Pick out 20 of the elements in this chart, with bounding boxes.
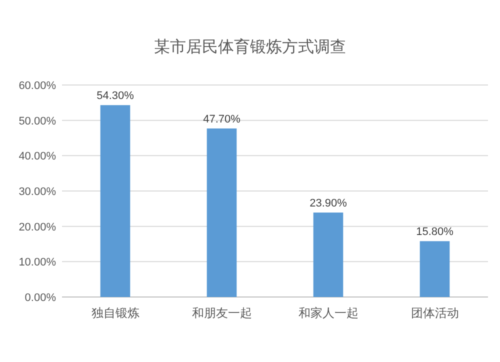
y-tick-label: 60.00%	[18, 80, 56, 92]
y-tick-label: 20.00%	[18, 221, 56, 234]
x-tick-label: 和家人一起	[298, 306, 358, 320]
y-tick-label: 10.00%	[18, 256, 56, 269]
data-label: 54.30%	[96, 90, 134, 102]
bar	[100, 105, 130, 297]
bar	[420, 241, 450, 297]
data-label: 15.80%	[416, 226, 454, 238]
bar	[206, 128, 237, 297]
y-tick-label: 30.00%	[18, 186, 56, 198]
data-label: 23.90%	[310, 198, 348, 210]
y-tick-label: 50.00%	[18, 115, 56, 128]
bar	[313, 212, 344, 297]
data-label: 47.70%	[203, 113, 241, 126]
y-tick-label: 0.00%	[24, 292, 56, 304]
x-tick-label: 和朋友一起	[192, 306, 252, 320]
y-tick-label: 40.00%	[18, 150, 56, 163]
x-tick-label: 独自锻炼	[91, 306, 140, 320]
x-tick-label: 团体活动	[410, 306, 459, 320]
chart-title: 某市居民体育锻炼方式调查	[154, 38, 346, 56]
